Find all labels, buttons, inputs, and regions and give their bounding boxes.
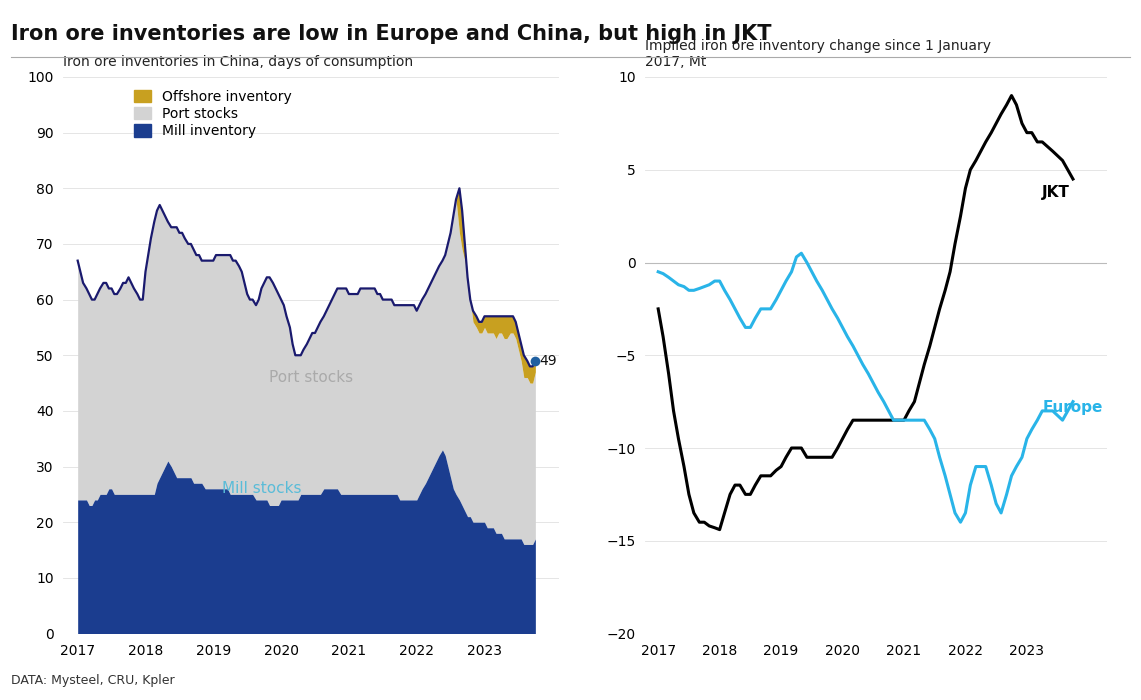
Text: Iron ore inventories in China, days of consumption: Iron ore inventories in China, days of c… bbox=[63, 55, 413, 69]
Text: 49: 49 bbox=[540, 354, 557, 368]
Text: Port stocks: Port stocks bbox=[269, 370, 353, 385]
Text: Europe: Europe bbox=[1042, 400, 1102, 414]
Legend: Offshore inventory, Port stocks, Mill inventory: Offshore inventory, Port stocks, Mill in… bbox=[135, 90, 292, 139]
Text: JKT: JKT bbox=[1042, 185, 1070, 200]
Text: DATA: Mysteel, CRU, Kpler: DATA: Mysteel, CRU, Kpler bbox=[11, 674, 175, 687]
Text: Implied iron ore inventory change since 1 January
2017, Mt: Implied iron ore inventory change since … bbox=[645, 38, 990, 69]
Text: Iron ore inventories are low in Europe and China, but high in JKT: Iron ore inventories are low in Europe a… bbox=[11, 25, 772, 45]
Text: Mill stocks: Mill stocks bbox=[221, 482, 301, 496]
